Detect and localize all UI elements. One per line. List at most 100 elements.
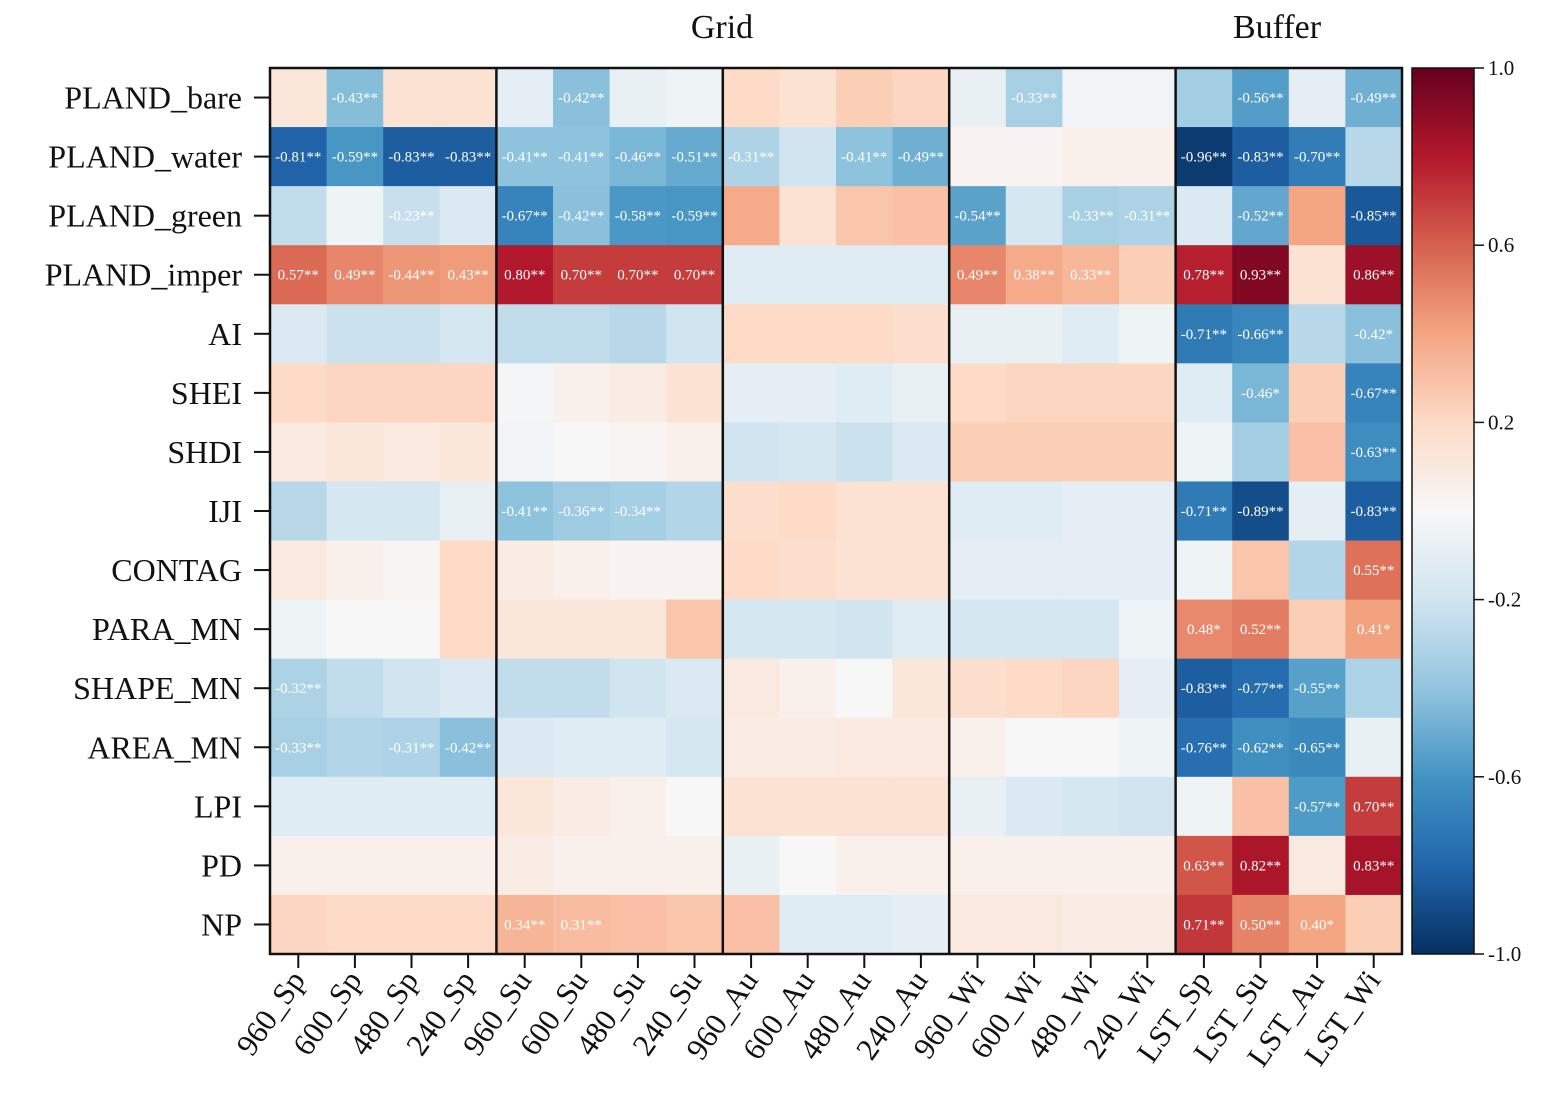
cell-SHAPE_MN-480_Sp	[383, 658, 441, 719]
cell-CONTAG-LST_Sp	[1175, 540, 1233, 601]
cell-LPI-LST_Au	[1288, 776, 1346, 837]
cell-NP-600_Su	[553, 894, 611, 955]
cell-PLAND_green-480_Au	[836, 186, 894, 246]
cell-label: -0.32**	[275, 681, 321, 697]
cell-SHDI-960_Su	[496, 422, 554, 482]
cell-label: -0.70**	[1294, 150, 1340, 166]
cell-label: 0.40*	[1300, 917, 1334, 933]
cell-PARA_MN-480_Au	[836, 599, 894, 660]
cell-PLAND_imper-600_Au	[779, 245, 837, 305]
row-label: PLAND_imper	[45, 257, 243, 293]
cell-SHAPE_MN-480_Au	[836, 658, 894, 719]
cell-LPI-960_Sp	[270, 776, 328, 837]
cell-label: 0.70**	[1353, 799, 1394, 815]
cell-label: 0.49**	[957, 268, 998, 284]
cell-CONTAG-960_Su	[496, 540, 554, 601]
cell-PARA_MN-240_Au	[892, 599, 950, 660]
cell-PLAND_imper-600_Su	[553, 245, 611, 305]
cell-label: -0.33**	[1068, 209, 1114, 225]
cell-SHEI-480_Sp	[383, 363, 441, 423]
cell-IJI-480_Su	[609, 481, 667, 542]
cell-label: -0.51**	[671, 150, 717, 166]
cell-PLAND_imper-480_Au	[836, 245, 894, 305]
cell-label: 0.52**	[1240, 622, 1281, 638]
cell-PD-960_Sp	[270, 835, 328, 896]
cell-label: -0.71**	[1181, 327, 1227, 343]
cell-PARA_MN-960_Au	[722, 599, 780, 660]
cell-PLAND_water-240_Wi	[1119, 127, 1177, 187]
cell-label: 0.82**	[1240, 858, 1281, 874]
cell-PLAND_imper-480_Wi	[1062, 245, 1120, 305]
cell-AI-240_Wi	[1119, 304, 1177, 364]
cell-IJI-480_Sp	[383, 481, 441, 542]
cell-NP-240_Au	[892, 894, 950, 955]
cell-label: 0.50**	[1240, 917, 1281, 933]
cell-PLAND_water-600_Au	[779, 127, 837, 187]
cell-AREA_MN-480_Wi	[1062, 717, 1120, 778]
cell-LPI-960_Au	[722, 776, 780, 837]
cell-PLAND_green-960_Su	[496, 186, 554, 246]
cell-PLAND_bare-960_Sp	[270, 68, 328, 128]
cell-IJI-960_Sp	[270, 481, 328, 542]
cell-PD-240_Au	[892, 835, 950, 896]
cell-PLAND_imper-600_Sp	[326, 245, 384, 305]
cell-AI-600_Au	[779, 304, 837, 364]
cell-PARA_MN-480_Su	[609, 599, 667, 660]
cell-AI-480_Wi	[1062, 304, 1120, 364]
cell-AREA_MN-960_Wi	[949, 717, 1007, 778]
cell-SHDI-600_Sp	[326, 422, 384, 482]
cell-IJI-240_Au	[892, 481, 950, 542]
cell-PLAND_bare-480_Wi	[1062, 68, 1120, 128]
cell-PLAND_green-240_Wi	[1119, 186, 1177, 246]
row-label: SHDI	[167, 434, 242, 470]
colorbar-tick-label: -1.0	[1488, 942, 1521, 966]
cell-SHEI-960_Au	[722, 363, 780, 423]
cell-SHDI-240_Su	[666, 422, 724, 482]
cell-PLAND_imper-960_Su	[496, 245, 554, 305]
cell-label: -0.83**	[388, 150, 434, 166]
group-titles: Grid Buffer	[691, 9, 1322, 46]
cell-LPI-960_Wi	[949, 776, 1007, 837]
cell-SHAPE_MN-600_Su	[553, 658, 611, 719]
cell-PLAND_water-LST_Sp	[1175, 127, 1233, 187]
cell-SHEI-LST_Sp	[1175, 363, 1233, 423]
cell-PLAND_water-960_Sp	[270, 127, 328, 187]
cell-IJI-LST_Su	[1232, 481, 1290, 542]
cell-SHAPE_MN-600_Wi	[1005, 658, 1063, 719]
cell-LPI-480_Su	[609, 776, 667, 837]
cell-label: 0.43**	[447, 268, 488, 284]
cell-label: -0.65**	[1294, 740, 1340, 756]
cell-IJI-960_Su	[496, 481, 554, 542]
cell-CONTAG-960_Au	[722, 540, 780, 601]
cell-label: -0.58**	[615, 209, 661, 225]
cell-PARA_MN-480_Wi	[1062, 599, 1120, 660]
cell-label: 0.31**	[561, 917, 602, 933]
cell-label: -0.66**	[1237, 327, 1283, 343]
cell-CONTAG-960_Sp	[270, 540, 328, 601]
cell-AI-600_Su	[553, 304, 611, 364]
cell-PLAND_bare-600_Wi	[1005, 68, 1063, 128]
cell-SHEI-LST_Au	[1288, 363, 1346, 423]
cell-CONTAG-240_Au	[892, 540, 950, 601]
cell-PLAND_green-LST_Au	[1288, 186, 1346, 246]
cell-label: 0.63**	[1183, 858, 1224, 874]
cell-PARA_MN-LST_Sp	[1175, 599, 1233, 660]
cell-CONTAG-480_Au	[836, 540, 894, 601]
cell-PLAND_water-600_Su	[553, 127, 611, 187]
cell-annotations: -0.43** -0.42** -0.33** -0.56** -0.49** -0.81…	[275, 91, 1397, 934]
cell-SHEI-600_Au	[779, 363, 837, 423]
cell-label: -0.41**	[841, 150, 887, 166]
cell-PD-960_Au	[722, 835, 780, 896]
cell-PARA_MN-240_Sp	[439, 599, 497, 660]
cell-PLAND_green-LST_Su	[1232, 186, 1290, 246]
cell-SHDI-480_Sp	[383, 422, 441, 482]
cell-label: -0.34**	[615, 504, 661, 520]
cell-SHEI-LST_Wi	[1345, 363, 1403, 423]
cell-IJI-600_Wi	[1005, 481, 1063, 542]
row-labels: PLAND_bare PLAND_water PLAND_green PLAND_im…	[45, 80, 270, 942]
cell-PLAND_water-240_Su	[666, 127, 724, 187]
cell-PLAND_green-480_Sp	[383, 186, 441, 246]
cell-NP-LST_Su	[1232, 894, 1290, 955]
colorbar-gradient	[1411, 67, 1475, 955]
cell-PLAND_bare-960_Wi	[949, 68, 1007, 128]
